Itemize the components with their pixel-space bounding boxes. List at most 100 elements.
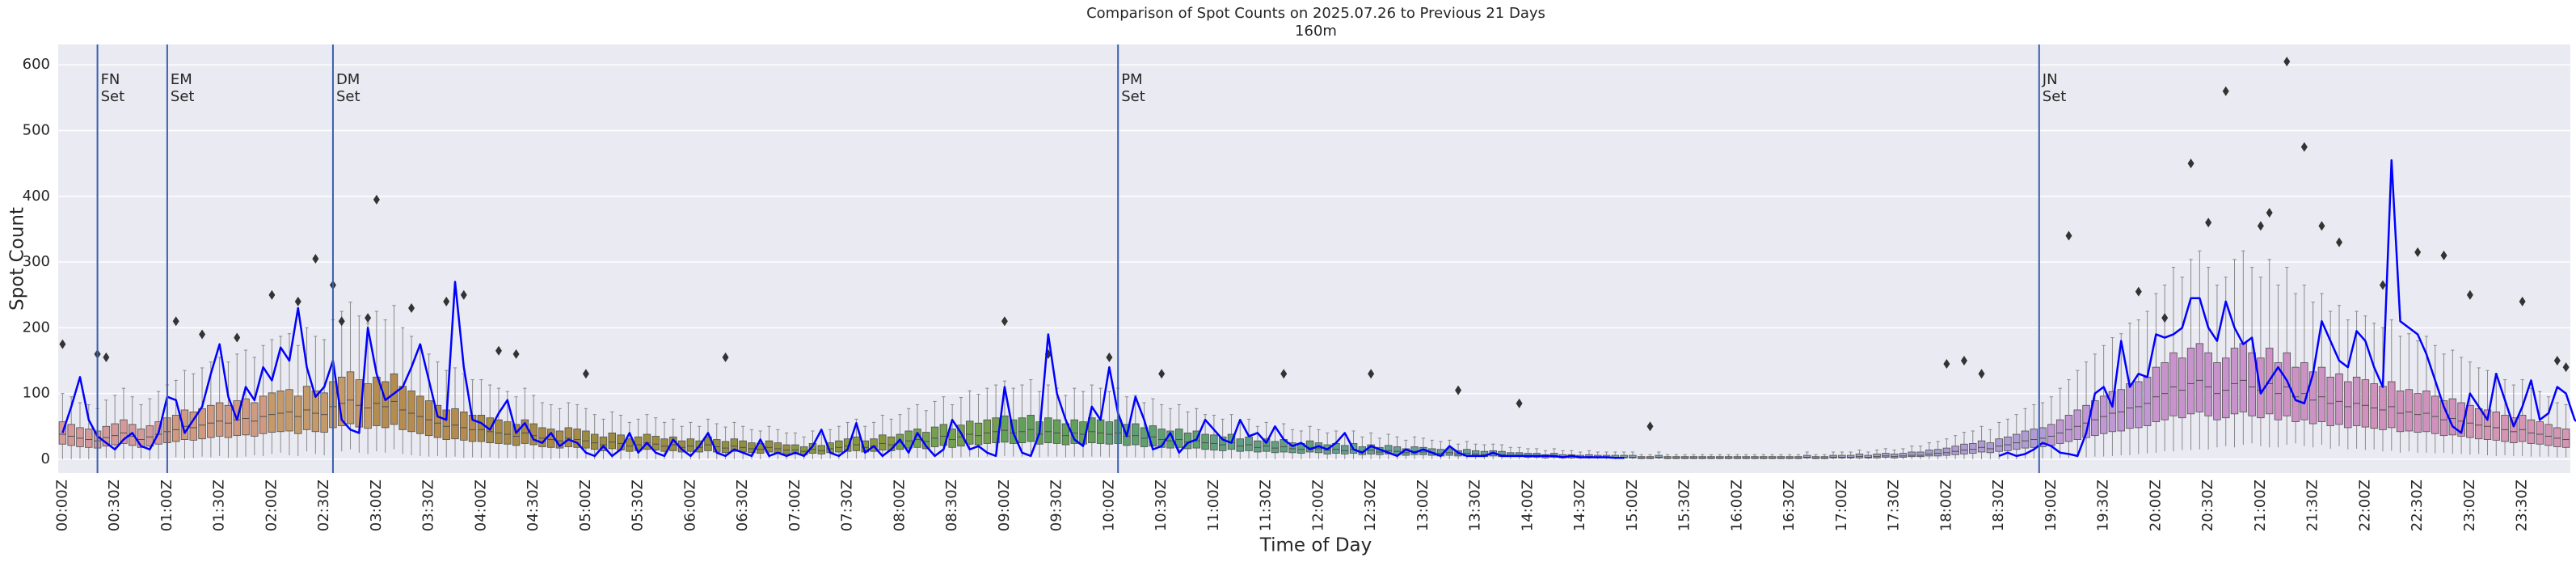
y-tick-label: 0: [41, 450, 50, 467]
outlier: [443, 296, 450, 306]
outlier: [2135, 286, 2142, 297]
outlier: [2065, 230, 2072, 241]
box: [180, 409, 189, 440]
box: [2379, 386, 2387, 430]
x-tick-label: 20:00Z: [2147, 480, 2164, 531]
x-tick-label: 09:30Z: [1048, 480, 1065, 531]
box: [1218, 436, 1227, 451]
outlier: [1001, 316, 1008, 327]
box: [1271, 441, 1280, 454]
box: [1829, 454, 1837, 458]
outlier: [1978, 369, 1985, 379]
outlier: [172, 316, 179, 327]
box: [791, 444, 799, 454]
outlier: [495, 345, 502, 356]
box: [974, 422, 983, 446]
box: [424, 400, 433, 437]
box: [599, 436, 608, 451]
outlier: [1516, 398, 1523, 408]
box: [1890, 454, 1899, 458]
box: [966, 420, 974, 445]
x-tick-label: 05:00Z: [577, 480, 594, 531]
box: [2396, 390, 2405, 433]
box: [2466, 404, 2474, 438]
box: [1995, 438, 2003, 452]
box: [1105, 421, 1114, 445]
box: [2283, 352, 2291, 416]
outlier: [1943, 359, 1950, 370]
box: [1254, 440, 1262, 453]
box: [2169, 352, 2178, 416]
x-tick-label: 20:30Z: [2199, 480, 2216, 531]
box: [2230, 348, 2239, 415]
outlier: [582, 369, 589, 379]
box: [2064, 415, 2073, 442]
box: [451, 408, 459, 440]
x-tick-label: 06:00Z: [681, 480, 698, 531]
outlier: [2318, 221, 2325, 231]
x-tick-label: 11:30Z: [1258, 480, 1275, 531]
outlier: [2257, 221, 2264, 231]
y-tick-label: 300: [23, 253, 50, 270]
box: [2388, 381, 2396, 429]
box: [1262, 438, 1271, 452]
box: [1960, 443, 1968, 454]
box: [1385, 445, 1393, 454]
box: [2527, 419, 2536, 444]
outlier: [365, 313, 372, 323]
box: [2370, 383, 2378, 429]
event-label: DM Set: [335, 71, 360, 105]
x-tick-label: 14:00Z: [1519, 480, 1536, 531]
x-tick-label: 17:30Z: [1886, 480, 1903, 531]
box: [364, 383, 372, 429]
x-tick-label: 18:00Z: [1937, 480, 1954, 531]
box: [774, 442, 782, 454]
x-tick-label: 04:30Z: [525, 480, 542, 531]
box: [381, 381, 390, 429]
x-tick-label: 06:30Z: [734, 480, 751, 531]
box: [1201, 433, 1209, 450]
box: [1132, 423, 1140, 446]
x-tick-label: 01:30Z: [211, 480, 228, 531]
box: [2073, 409, 2081, 440]
box: [721, 441, 730, 454]
x-tick-label: 12:30Z: [1362, 480, 1379, 531]
box: [320, 392, 328, 433]
box: [373, 376, 381, 426]
chart-title: Comparison of Spot Counts on 2025.07.26 …: [1086, 5, 1545, 22]
box: [1027, 415, 1035, 442]
box: [1873, 454, 1881, 458]
outlier: [1960, 355, 1967, 366]
box: [1855, 454, 1864, 458]
x-tick-label: 02:00Z: [263, 480, 280, 531]
box: [564, 427, 573, 447]
box: [1140, 427, 1149, 447]
box: [590, 433, 599, 450]
x-tick-label: 04:00Z: [472, 480, 489, 531]
box: [111, 423, 119, 446]
x-tick-label: 00:00Z: [53, 480, 70, 531]
outlier: [2519, 296, 2526, 306]
box: [171, 415, 180, 442]
outlier: [2205, 218, 2212, 228]
outlier: [338, 316, 345, 327]
box: [2030, 429, 2038, 448]
box: [2186, 348, 2195, 415]
box: [2195, 343, 2204, 412]
outlier: [234, 332, 241, 343]
box: [1655, 454, 1663, 458]
box: [276, 390, 285, 433]
box: [1942, 447, 1951, 456]
plot-area: [58, 44, 2570, 473]
outlier: [2283, 57, 2291, 67]
event-label: EM Set: [170, 71, 195, 105]
x-tick-label: 14:30Z: [1571, 480, 1588, 531]
box: [58, 421, 67, 445]
x-tick-label: 08:30Z: [943, 480, 960, 531]
outlier: [2300, 142, 2308, 152]
x-axis-label: Time of Day: [1259, 535, 1372, 556]
box: [626, 438, 634, 452]
box: [930, 426, 939, 447]
box: [1061, 423, 1070, 446]
box: [1882, 453, 1890, 458]
